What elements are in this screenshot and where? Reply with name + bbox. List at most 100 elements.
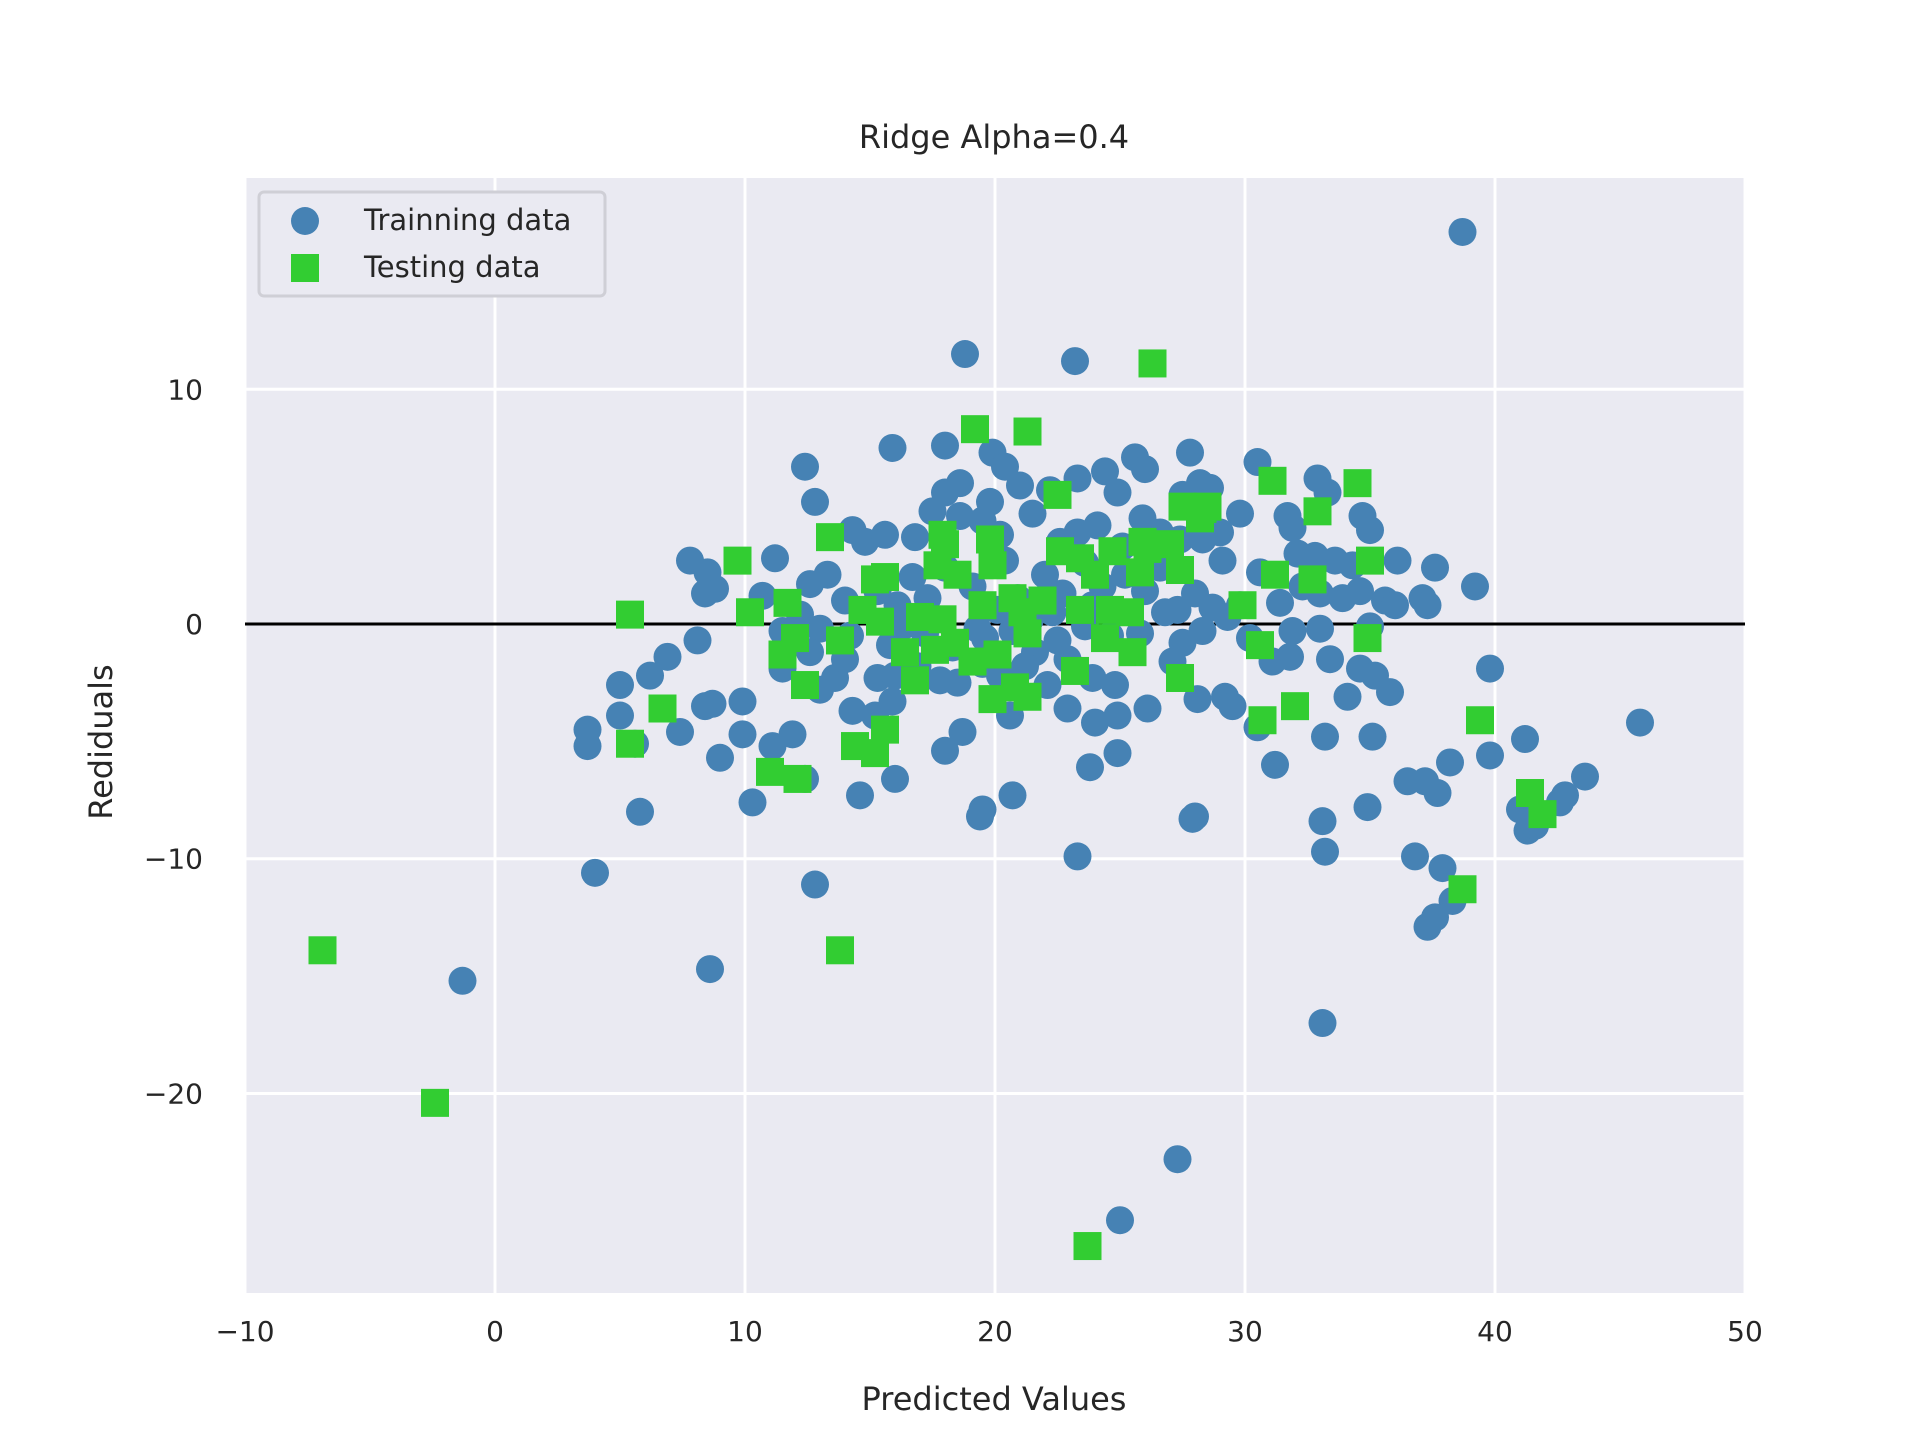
training-point (448, 966, 477, 995)
y-tick-label: 0 (185, 608, 203, 641)
testing-point (826, 626, 854, 655)
training-point (976, 487, 1004, 516)
training-point (1308, 807, 1337, 836)
training-point (1423, 779, 1452, 808)
training-point (1063, 842, 1092, 871)
grid-lines (243, 178, 1747, 1293)
training-point (1163, 1145, 1192, 1174)
y-tick-label: −20 (144, 1077, 203, 1110)
testing-point (983, 640, 1012, 669)
training-point (1421, 903, 1449, 932)
testing-point (816, 523, 844, 552)
testing-point (1061, 656, 1089, 685)
training-point (1103, 701, 1132, 730)
testing-point (781, 624, 809, 653)
training-point (931, 736, 959, 765)
training-point (881, 764, 909, 793)
testing-point (871, 715, 899, 744)
training-point (1428, 854, 1457, 883)
testing-point (1043, 480, 1072, 509)
training-point (606, 671, 634, 700)
training-point (943, 668, 972, 697)
training-point (1346, 577, 1374, 606)
training-point (1131, 455, 1159, 484)
training-point (683, 626, 712, 655)
training-point (931, 431, 959, 460)
training-point (791, 452, 819, 481)
testing-point (866, 607, 894, 636)
testing-point (943, 560, 972, 589)
training-point (968, 795, 997, 824)
training-point (1356, 516, 1384, 545)
training-point (1133, 694, 1162, 723)
legend-box (257, 190, 607, 298)
testing-point (928, 605, 957, 634)
testing-point (1448, 875, 1477, 904)
training-point (1091, 457, 1119, 486)
training-point (1106, 1206, 1134, 1235)
testing-point (1248, 706, 1277, 735)
testing-point (1066, 595, 1094, 624)
training-point (1278, 617, 1307, 646)
testing-point (1013, 682, 1042, 711)
training-point (691, 692, 719, 721)
training-point (1011, 652, 1039, 681)
training-point (738, 788, 767, 817)
training-point (1311, 722, 1339, 751)
training-point (1226, 499, 1254, 528)
training-point (1358, 722, 1387, 751)
training-point (946, 469, 974, 498)
training-point (1081, 708, 1109, 737)
training-point (998, 781, 1027, 810)
testing-point (616, 600, 644, 629)
training-point (1316, 645, 1344, 674)
testing-point (736, 598, 764, 627)
training-point (1311, 837, 1339, 866)
training-point (846, 781, 874, 810)
legend-testing-label: Testing data (363, 250, 541, 284)
x-tick-label: 0 (486, 1315, 504, 1348)
testing-point (978, 551, 1007, 580)
testing-point (1013, 619, 1042, 648)
training-point (1151, 598, 1179, 627)
testing-point (1166, 663, 1194, 692)
training-point (1176, 438, 1204, 467)
training-point (1353, 793, 1382, 822)
legend: Trainning data Testing data (257, 190, 607, 298)
training-point (1061, 347, 1089, 376)
testing-point (1343, 469, 1372, 498)
y-tick-label: 10 (167, 373, 203, 406)
training-point (1401, 842, 1429, 871)
testing-point (976, 525, 1004, 554)
testing-point (1028, 586, 1057, 615)
legend-training-marker (291, 207, 319, 235)
training-point (1551, 781, 1579, 810)
testing-point (1156, 530, 1184, 559)
testing-point (1166, 556, 1194, 585)
training-point (991, 452, 1019, 481)
testing-point (901, 666, 929, 695)
testing-point (1186, 504, 1214, 533)
testing-point (791, 671, 819, 700)
training-point (778, 720, 807, 749)
training-point (1626, 708, 1654, 737)
testing-point (1246, 631, 1274, 660)
testing-point (968, 591, 997, 620)
testing-point (1356, 546, 1384, 575)
training-point (1218, 692, 1247, 721)
training-point (1031, 560, 1059, 589)
testing-point (1138, 349, 1167, 378)
training-point (1511, 725, 1539, 754)
testing-point (1091, 624, 1119, 653)
training-point (606, 701, 634, 730)
y-axis-label: Rediduals (82, 664, 120, 819)
training-point (951, 340, 979, 369)
testing-point (1118, 638, 1147, 667)
training-point (626, 797, 654, 826)
training-point (901, 523, 929, 552)
testing-point (1098, 537, 1127, 566)
training-point (666, 717, 694, 746)
training-point (1103, 739, 1132, 768)
training-point (696, 955, 724, 984)
